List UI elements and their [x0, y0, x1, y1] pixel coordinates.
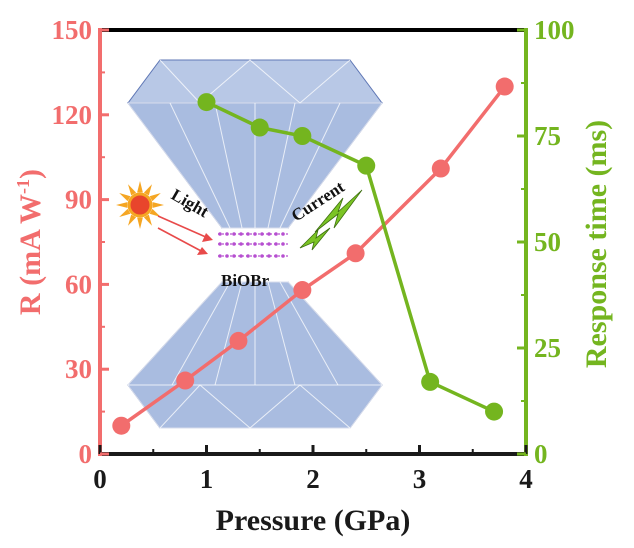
left-y-tick-label: 150: [52, 15, 93, 45]
left-y-tick-label: 30: [65, 354, 92, 384]
left-axis-title: R (mA W-1): [13, 169, 47, 315]
responsivity-point: [431, 159, 450, 178]
responsivity-point: [346, 244, 365, 263]
right-y-tick-label: 75: [534, 121, 561, 151]
response-time-point: [485, 402, 504, 421]
response-time-point: [197, 93, 216, 112]
right-y-tick-label: 100: [534, 15, 575, 45]
response-time-point: [250, 118, 269, 137]
responsivity-point: [293, 281, 312, 300]
sun-icon: [116, 181, 164, 229]
responsivity-series: [112, 77, 514, 435]
x-tick-label: 1: [200, 464, 214, 494]
responsivity-point: [495, 77, 514, 96]
light-arrow: [157, 215, 213, 255]
right-axis-title: Response time (ms): [580, 120, 613, 368]
responsivity-point: [229, 331, 248, 350]
biobr-lattice: [218, 232, 290, 258]
diamond-anvil-icon: [127, 281, 383, 429]
x-axis-title: Pressure (GPa): [216, 504, 411, 537]
response-time-line: [205, 100, 495, 414]
x-tick-label: 3: [413, 464, 427, 494]
x-tick-label: 2: [306, 464, 320, 494]
response-time-point: [421, 372, 440, 391]
x-tick-label: 4: [519, 464, 533, 494]
left-y-tick-label: 0: [79, 439, 93, 469]
right-y-tick-label: 0: [534, 439, 548, 469]
response-time-series: [197, 93, 504, 421]
left-y-tick-label: 60: [65, 269, 92, 299]
right-y-tick-label: 50: [534, 227, 561, 257]
diamond-anvil-icon: [126, 59, 384, 229]
responsivity-point: [112, 416, 131, 435]
response-time-point: [357, 156, 376, 175]
x-tick-label: 0: [93, 464, 107, 494]
material-label: BiOBr: [221, 271, 270, 290]
right-y-tick-label: 25: [534, 333, 561, 363]
left-y-tick-label: 120: [52, 100, 93, 130]
diamond-anvil-inset: Light Current BiOBr: [116, 59, 384, 429]
response-time-point: [293, 127, 312, 145]
left-y-tick-label: 90: [65, 185, 92, 215]
responsivity-point: [176, 371, 195, 390]
lightning-bolt-icon: [299, 189, 363, 251]
